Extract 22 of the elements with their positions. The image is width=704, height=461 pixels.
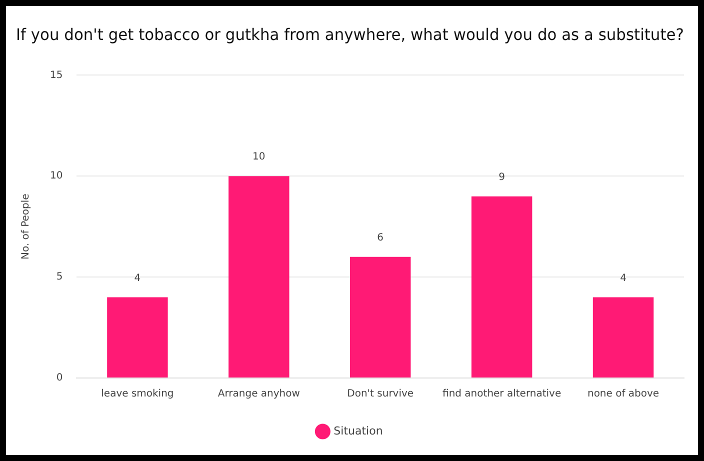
y-axis-title: No. of People (20, 194, 32, 260)
y-tick-label: 0 (56, 372, 63, 384)
data-label: 4 (620, 272, 626, 284)
y-tick-label: 5 (56, 272, 63, 283)
chart-title: If you don't get tobacco or gutkha from anywhere, what would you do as a substitute? (16, 24, 684, 44)
x-tick-label: find another alternative (442, 388, 562, 400)
y-tick-label: 15 (50, 70, 63, 81)
data-label: 4 (134, 272, 141, 284)
bar (228, 176, 290, 378)
data-label: 6 (377, 232, 384, 244)
bar (107, 297, 168, 378)
bar (350, 256, 411, 378)
x-tick-label: none of above (587, 388, 660, 400)
bar (592, 297, 654, 378)
bar (471, 196, 532, 378)
data-label: 10 (252, 152, 266, 163)
data-label: 9 (498, 172, 506, 183)
x-tick-label: leave smoking (101, 388, 174, 400)
y-tick-label: 10 (50, 170, 63, 182)
x-tick-label: Don't survive (347, 388, 414, 400)
legend-label: Situation (334, 424, 383, 438)
x-tick-label: Arrange anyhow (218, 388, 300, 400)
